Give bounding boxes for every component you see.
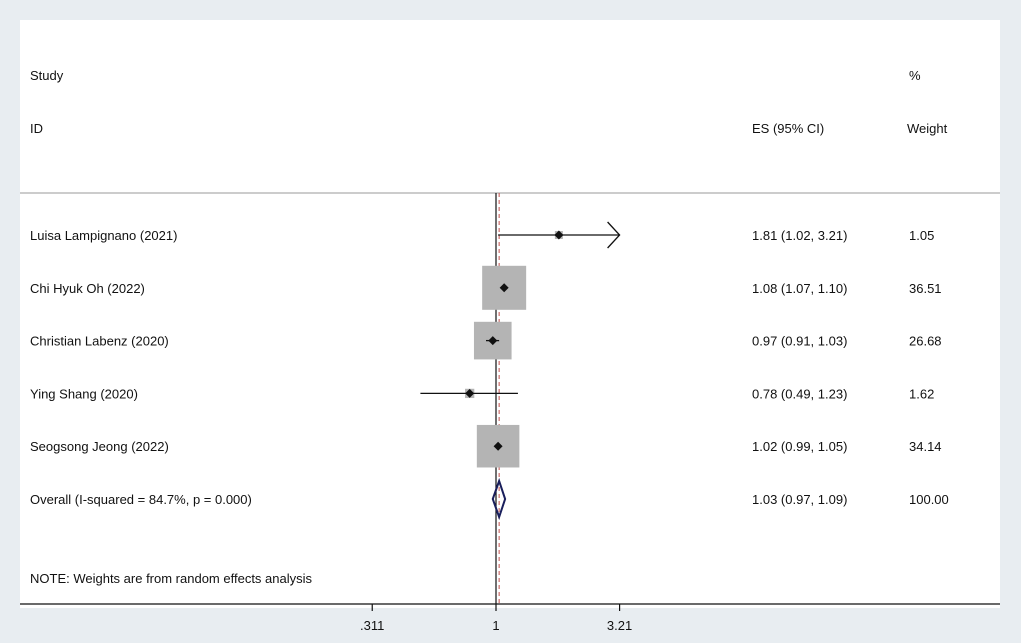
overall-weight-label: 100.00 bbox=[909, 492, 949, 507]
weight-label: 1.62 bbox=[909, 386, 934, 401]
point-estimate bbox=[488, 336, 498, 346]
study-label: Christian Labenz (2020) bbox=[30, 334, 169, 349]
point-estimate bbox=[493, 441, 503, 451]
weight-label: 26.68 bbox=[909, 334, 942, 349]
x-tick-label: 3.21 bbox=[607, 618, 632, 633]
study-label: Seogsong Jeong (2022) bbox=[30, 439, 169, 454]
weight-label: 36.51 bbox=[909, 281, 942, 296]
es-ci-label: 1.81 (1.02, 3.21) bbox=[752, 228, 847, 243]
header-es: ES (95% CI) bbox=[752, 121, 824, 136]
header-id: ID bbox=[30, 121, 43, 136]
header-percent: % bbox=[909, 68, 921, 83]
study-label: Luisa Lampignano (2021) bbox=[30, 228, 177, 243]
overall-diamond bbox=[491, 477, 507, 521]
header-study: Study bbox=[30, 68, 64, 83]
es-ci-label: 1.08 (1.07, 1.10) bbox=[752, 281, 847, 296]
x-tick-label: 1 bbox=[492, 618, 499, 633]
es-ci-label: 0.78 (0.49, 1.23) bbox=[752, 386, 847, 401]
point-estimate bbox=[499, 283, 509, 293]
plot-panel bbox=[20, 20, 1000, 608]
overall-es-ci-label: 1.03 (0.97, 1.09) bbox=[752, 492, 847, 507]
footnote: NOTE: Weights are from random effects an… bbox=[30, 571, 313, 586]
es-ci-label: 0.97 (0.91, 1.03) bbox=[752, 334, 847, 349]
study-label: Chi Hyuk Oh (2022) bbox=[30, 281, 145, 296]
point-estimate bbox=[554, 230, 564, 240]
header-weight: Weight bbox=[907, 121, 948, 136]
x-tick-label: .311 bbox=[360, 618, 384, 633]
ci-arrow bbox=[607, 221, 621, 249]
es-ci-label: 1.02 (0.99, 1.05) bbox=[752, 439, 847, 454]
point-estimate bbox=[465, 388, 475, 398]
study-label: Ying Shang (2020) bbox=[30, 386, 138, 401]
overall-label: Overall (I-squared = 84.7%, p = 0.000) bbox=[30, 492, 252, 507]
weight-label: 34.14 bbox=[909, 439, 942, 454]
weight-label: 1.05 bbox=[909, 228, 934, 243]
